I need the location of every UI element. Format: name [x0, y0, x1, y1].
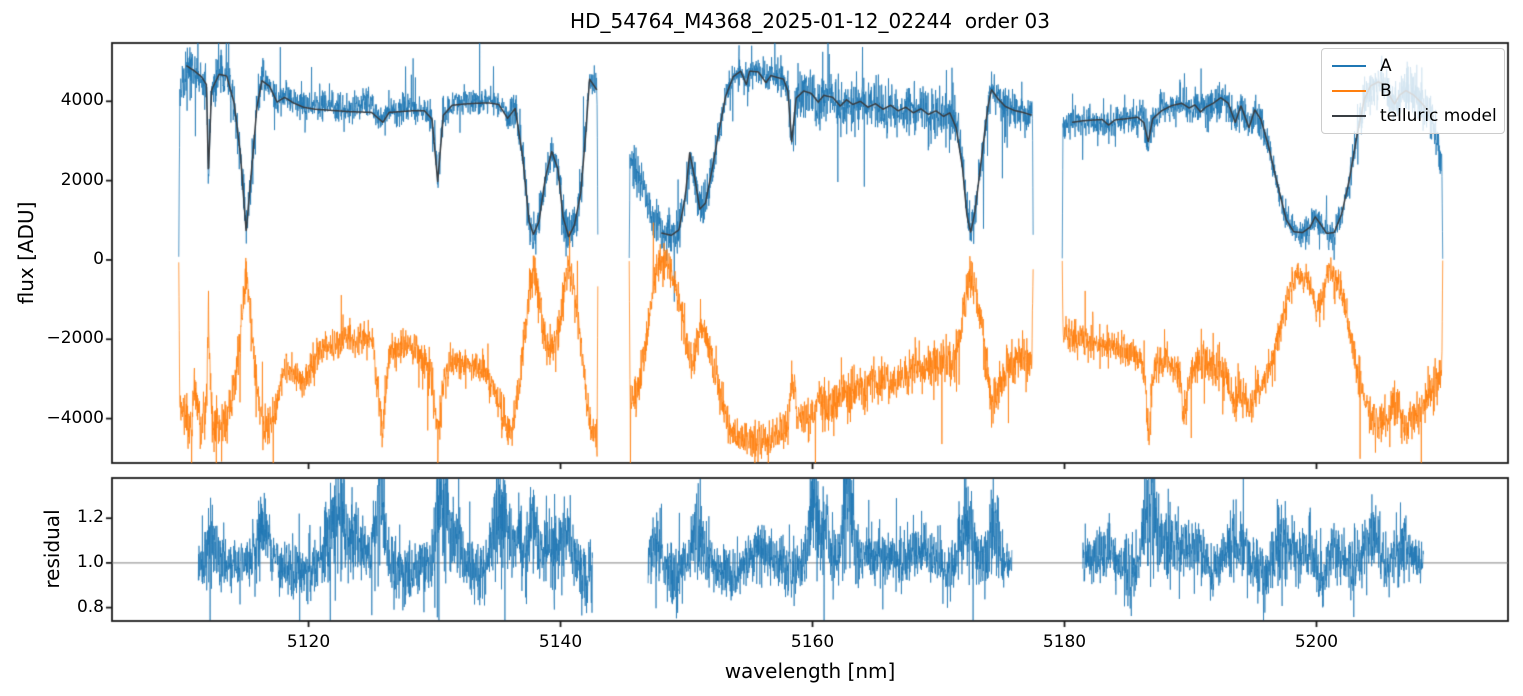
legend-item-a: A — [1332, 54, 1494, 78]
x-tick-label: 5140 — [538, 632, 583, 652]
legend-item-b: B — [1332, 79, 1494, 103]
y-tick-label: 0.8 — [76, 596, 104, 617]
x-tick-label: 5200 — [1294, 632, 1339, 652]
y-tick-label: 0 — [93, 248, 104, 269]
legend-label-b: B — [1380, 80, 1392, 101]
legend-line-a-icon — [1332, 64, 1366, 67]
x-tick-label: 5120 — [286, 632, 331, 652]
y-tick-label: 1.2 — [76, 507, 104, 528]
y-tick-label: 4000 — [60, 90, 104, 111]
legend-box: A B telluric model — [1321, 48, 1505, 134]
xaxis-label: wavelength [nm] — [724, 659, 896, 683]
legend-item-telluric-model: telluric model — [1332, 104, 1497, 128]
x-tick-label: 5160 — [790, 632, 835, 652]
x-tick-label: 5180 — [1042, 632, 1087, 652]
legend-label-telluric-model: telluric model — [1380, 106, 1497, 127]
legend-line-b-icon — [1332, 89, 1366, 92]
y-tick-label: −4000 — [46, 407, 104, 428]
legend-line-telluric-icon — [1332, 115, 1366, 118]
legend-label-a: A — [1380, 55, 1392, 76]
y-tick-label: −2000 — [46, 328, 104, 349]
y-tick-label: 1.0 — [76, 551, 104, 572]
y-tick-label: 2000 — [60, 169, 104, 190]
figure-title: HD_54764_M4368_2025-01-12_02244 order 03 — [570, 9, 1050, 33]
